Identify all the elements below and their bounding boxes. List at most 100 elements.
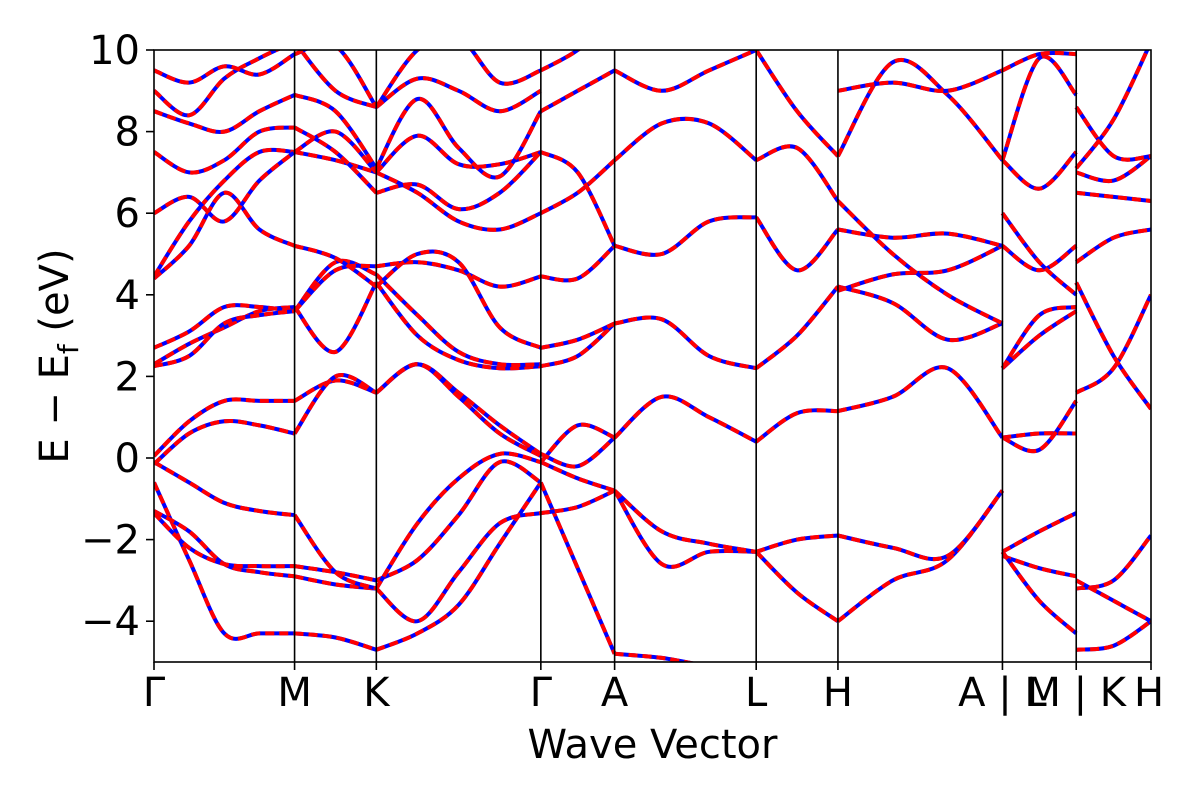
band-line-red — [374, 96, 543, 180]
band-line-red — [1074, 50, 1150, 170]
band-line-red — [1001, 511, 1078, 554]
band-line-red — [293, 281, 379, 354]
band-line-blue — [154, 305, 295, 366]
band-line-red — [837, 227, 1003, 248]
band-line-blue — [836, 58, 1004, 162]
y-axis-title: E − Ef (eV) — [32, 248, 85, 463]
band-line-red — [1075, 534, 1151, 591]
bands-layer — [154, 50, 1151, 662]
band-line-red — [294, 564, 377, 583]
band-line-red — [837, 68, 1004, 94]
band-line-red — [375, 249, 542, 350]
band-line-blue — [1001, 244, 1078, 273]
y-axis-title-unit: (eV) — [32, 248, 78, 344]
band-line-blue — [614, 315, 757, 371]
y-tick-label: 4 — [115, 273, 140, 319]
plot-frame — [153, 49, 1152, 663]
band-line-red — [374, 511, 542, 624]
band-line-blue — [539, 50, 582, 73]
x-tick-label: Γ — [143, 670, 166, 716]
band-line-red — [614, 315, 757, 371]
band-line-red — [1001, 150, 1078, 191]
band-line-red — [754, 550, 840, 623]
band-line-red — [374, 451, 542, 590]
band-line-blue — [1001, 399, 1078, 454]
band-line-red — [154, 418, 296, 466]
band-line-blue — [540, 488, 616, 516]
band-line-red — [754, 50, 840, 158]
y-axis-title-main: E − E — [32, 354, 78, 464]
x-tick-label: A | L — [958, 670, 1047, 716]
band-line-red — [540, 460, 616, 493]
x-tick-label: K — [363, 670, 391, 716]
band-line-red — [837, 243, 1004, 293]
band-line-red — [154, 147, 295, 278]
band-line-red — [1075, 578, 1151, 623]
band-line-red — [154, 397, 295, 458]
band-line-red — [375, 362, 542, 456]
band-line-red — [1000, 54, 1078, 161]
band-line-red — [539, 150, 617, 247]
band-line-red — [755, 144, 840, 203]
x-tick-label: H — [823, 670, 853, 716]
x-tick-label: A — [601, 670, 629, 716]
band-line-red — [1001, 309, 1078, 370]
band-line-blue — [613, 489, 757, 554]
band-line-red — [292, 373, 378, 435]
band-line-blue — [154, 150, 296, 224]
band-line-red — [154, 190, 296, 280]
y-tick-label: 10 — [89, 28, 140, 74]
band-line-red — [836, 489, 1004, 623]
band-line-red — [755, 408, 838, 444]
band-line-red — [293, 125, 378, 195]
y-tick-label: 0 — [115, 436, 140, 482]
band-line-blue — [754, 216, 840, 273]
band-line-red — [293, 129, 378, 174]
band-line-red — [539, 158, 616, 215]
band-line-blue — [154, 190, 296, 280]
band-line-red — [612, 489, 757, 569]
band-line-red — [294, 243, 378, 289]
band-line-blue — [539, 422, 616, 464]
x-tick-label: H — [1134, 670, 1164, 716]
band-line-red — [1002, 431, 1077, 440]
band-line-red — [374, 281, 541, 371]
band-line-red — [755, 533, 839, 554]
x-axis-title: Wave Vector — [528, 722, 779, 768]
band-line-blue — [837, 243, 1004, 293]
band-line-red — [1075, 190, 1151, 203]
band-line-red — [613, 489, 757, 554]
band-line-red — [154, 305, 295, 366]
band-line-red — [298, 50, 378, 109]
band-line-blue — [755, 144, 840, 203]
band-line-red — [294, 631, 377, 652]
band-line-blue — [539, 150, 617, 247]
band-line-red — [293, 263, 377, 313]
band-line-red — [1000, 211, 1078, 297]
band-line-red — [538, 481, 617, 655]
band-line-blue — [375, 362, 542, 458]
band-line-red — [540, 321, 616, 369]
band-line-blue — [1001, 50, 1077, 73]
band-line-red — [293, 92, 378, 170]
band-line-red — [1074, 105, 1151, 162]
y-ticks-layer: −4 −2 0 2 4 6 8 10 — [81, 28, 154, 645]
band-line-red — [837, 365, 1005, 439]
band-line-red — [154, 125, 295, 175]
band-line-blue — [154, 481, 295, 641]
band-line-red — [375, 459, 542, 583]
band-line-blue — [375, 362, 542, 456]
band-line-red — [1001, 554, 1077, 579]
band-line-red — [154, 309, 295, 369]
band-line-blue — [154, 460, 295, 518]
band-line-blue — [1075, 619, 1151, 652]
band-line-red — [836, 58, 1004, 162]
band-line-red — [613, 394, 758, 444]
band-line-red — [754, 285, 840, 370]
kpoint-lines-layer — [293, 50, 1078, 662]
band-line-blue — [1075, 227, 1151, 264]
band-line-red — [293, 50, 378, 109]
